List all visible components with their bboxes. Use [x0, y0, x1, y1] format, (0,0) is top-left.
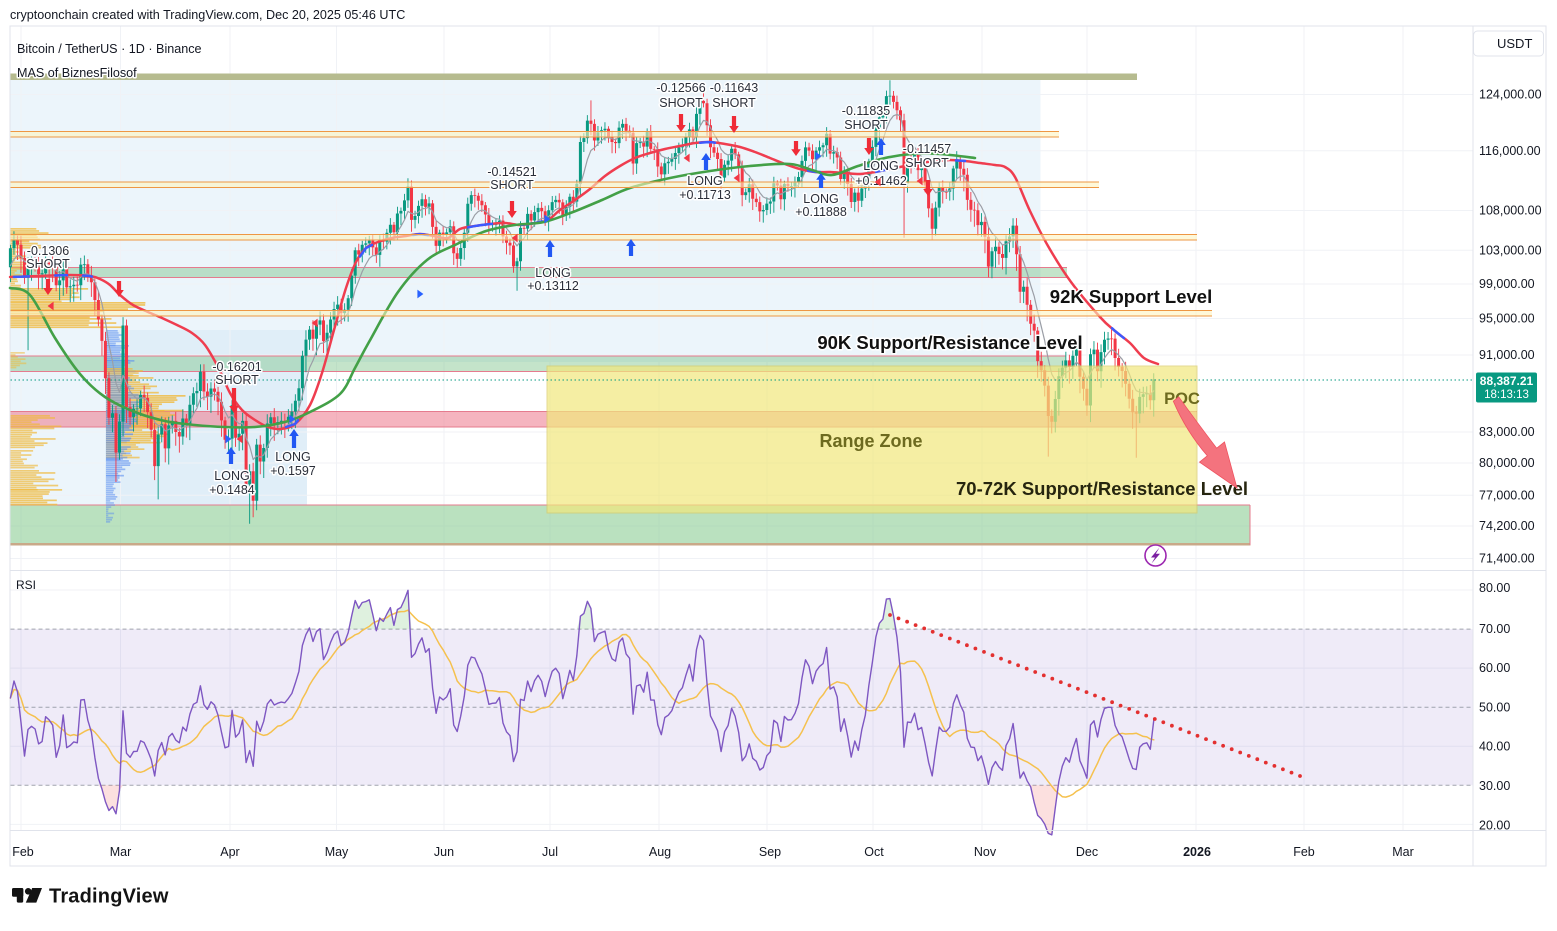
svg-text:+0.11713: +0.11713	[679, 188, 731, 202]
svg-text:MAS of BiznesFilosof: MAS of BiznesFilosof	[17, 66, 137, 80]
svg-text:77,000.00: 77,000.00	[1479, 489, 1535, 503]
svg-text:+0.1484: +0.1484	[209, 483, 255, 497]
svg-text:30.00: 30.00	[1479, 779, 1510, 793]
svg-text:May: May	[325, 845, 349, 859]
svg-text:Range Zone: Range Zone	[819, 431, 922, 451]
svg-text:Mar: Mar	[1392, 845, 1414, 859]
svg-text:LONG: LONG	[863, 159, 898, 173]
svg-text:LONG: LONG	[687, 174, 722, 188]
svg-text:LONG: LONG	[214, 469, 249, 483]
svg-text:Oct: Oct	[864, 845, 884, 859]
svg-text:80,000.00: 80,000.00	[1479, 456, 1535, 470]
svg-text:80.00: 80.00	[1479, 581, 1510, 595]
svg-text:124,000.00: 124,000.00	[1479, 88, 1542, 102]
svg-text:Apr: Apr	[220, 845, 239, 859]
svg-text:LONG: LONG	[275, 450, 310, 464]
svg-text:-0.12566: -0.12566	[656, 81, 705, 95]
svg-text:50.00: 50.00	[1479, 701, 1510, 715]
svg-text:Aug: Aug	[649, 845, 671, 859]
svg-text:99,000.00: 99,000.00	[1479, 277, 1535, 291]
svg-text:90K Support/Resistance Level: 90K Support/Resistance Level	[817, 332, 1082, 353]
svg-text:2026: 2026	[1183, 845, 1211, 859]
svg-text:Dec: Dec	[1076, 845, 1098, 859]
svg-text:108,000.00: 108,000.00	[1479, 204, 1542, 218]
svg-text:LONG: LONG	[535, 266, 570, 280]
svg-text:SHORT: SHORT	[712, 96, 756, 110]
svg-text:Feb: Feb	[12, 845, 34, 859]
svg-text:+0.1597: +0.1597	[270, 464, 316, 478]
svg-text:RSI: RSI	[16, 578, 36, 592]
svg-text:SHORT: SHORT	[905, 156, 949, 170]
svg-text:-0.1306: -0.1306	[27, 244, 69, 258]
svg-text:-0.11643: -0.11643	[710, 81, 758, 95]
svg-text:70-72K Support/Resistance Leve: 70-72K Support/Resistance Level	[956, 478, 1248, 499]
svg-text:-0.11835: -0.11835	[842, 104, 890, 118]
svg-text:Nov: Nov	[974, 845, 997, 859]
svg-text:103,000.00: 103,000.00	[1479, 244, 1542, 258]
svg-text:83,000.00: 83,000.00	[1479, 425, 1535, 439]
svg-text:Jun: Jun	[434, 845, 454, 859]
svg-text:+0.11888: +0.11888	[795, 205, 847, 219]
svg-text:Jul: Jul	[542, 845, 558, 859]
svg-text:cryptoonchain created with Tra: cryptoonchain created with TradingView.c…	[10, 8, 405, 22]
svg-text:Bitcoin / TetherUS · 1D · Bina: Bitcoin / TetherUS · 1D · Binance	[17, 42, 202, 56]
svg-text:-0.16201: -0.16201	[212, 360, 261, 374]
svg-text:Feb: Feb	[1293, 845, 1315, 859]
svg-text:92K Support Level: 92K Support Level	[1050, 286, 1212, 307]
svg-text:SHORT: SHORT	[26, 257, 70, 271]
svg-text:-0.11457: -0.11457	[903, 142, 951, 156]
svg-text:88,387.21: 88,387.21	[1480, 374, 1534, 388]
svg-text:95,000.00: 95,000.00	[1479, 312, 1535, 326]
svg-text:+0.11462: +0.11462	[855, 174, 907, 188]
svg-text:Mar: Mar	[110, 845, 132, 859]
svg-text:60.00: 60.00	[1479, 661, 1510, 675]
svg-text:18:13:13: 18:13:13	[1484, 389, 1529, 401]
svg-text:SHORT: SHORT	[215, 373, 259, 387]
svg-text:LONG: LONG	[803, 192, 838, 206]
svg-text:91,000.00: 91,000.00	[1479, 348, 1535, 362]
svg-text:TradingView: TradingView	[49, 886, 169, 908]
svg-text:USDT: USDT	[1497, 36, 1532, 51]
svg-text:POC: POC	[1164, 390, 1200, 408]
svg-text:74,200.00: 74,200.00	[1479, 519, 1535, 533]
svg-text:SHORT: SHORT	[844, 118, 888, 132]
svg-text:20.00: 20.00	[1479, 819, 1510, 833]
svg-text:+0.13112: +0.13112	[527, 279, 579, 293]
svg-text:116,000.00: 116,000.00	[1479, 144, 1541, 158]
svg-text:Sep: Sep	[759, 845, 781, 859]
svg-text:SHORT: SHORT	[659, 96, 703, 110]
svg-text:70.00: 70.00	[1479, 622, 1510, 636]
svg-text:SHORT: SHORT	[490, 178, 534, 192]
svg-text:71,400.00: 71,400.00	[1479, 552, 1535, 566]
svg-text:-0.14521: -0.14521	[487, 165, 536, 179]
svg-text:40.00: 40.00	[1479, 740, 1510, 754]
